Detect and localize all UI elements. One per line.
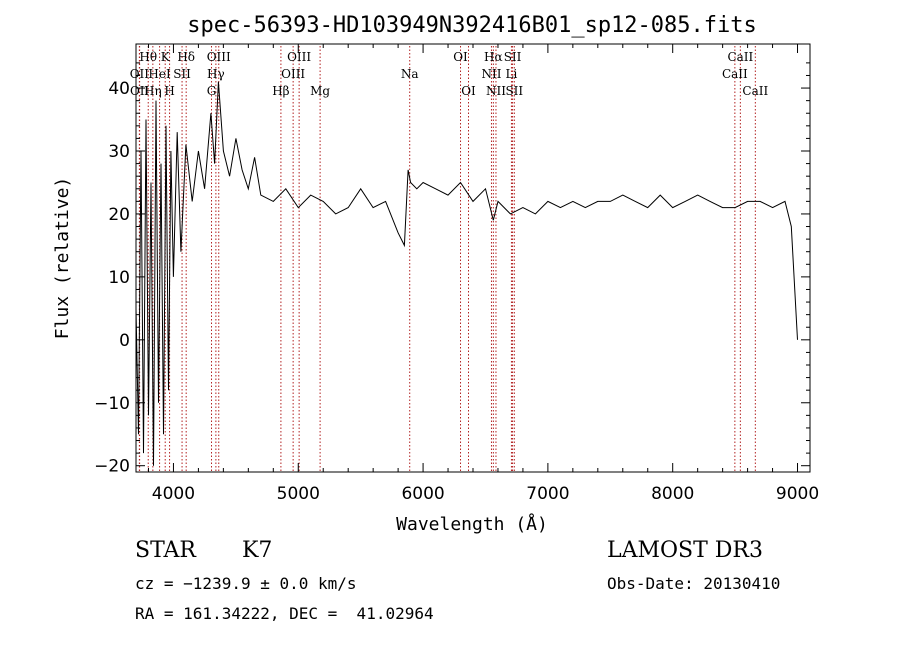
spectral-line-label: Mg <box>310 84 330 98</box>
y-axis-label: Flux (relative) <box>52 177 73 340</box>
spectral-line-label: Hβ <box>272 84 289 98</box>
spectral-line-label: CaII <box>742 84 768 98</box>
spectrum-line <box>135 81 798 466</box>
spectral-line-label: NII <box>486 84 506 98</box>
spectral-line-label: SII <box>173 67 191 81</box>
spectrum-series <box>135 81 798 466</box>
x-tick-label: 8000 <box>651 484 694 504</box>
object-class: STAR <box>135 538 196 563</box>
spectral-line-label: NII <box>481 67 501 81</box>
spectral-line-label: OII <box>130 67 150 81</box>
spectral-line-label: OIII <box>287 50 311 64</box>
axis-ticks: 4000 5000 6000 7000 8000 9000 −20 −10 0 10 20 30 40 <box>94 44 819 504</box>
spectral-line-markers <box>138 46 756 472</box>
y-tick-label: 20 <box>108 205 130 225</box>
y-tick-label: 40 <box>108 79 130 99</box>
spectral-line-label: Hα <box>484 50 503 64</box>
spectral-line-label: OI <box>453 50 468 64</box>
spectral-line-label: CaII <box>722 67 748 81</box>
spectral-line-label: SII <box>504 50 522 64</box>
x-tick-label: 9000 <box>776 484 819 504</box>
spectral-line-label: OI <box>461 84 476 98</box>
coordinates-readout: RA = 161.34222, DEC = 41.02964 <box>135 604 434 623</box>
redshift-readout: cz = −1239.9 ± 0.0 km/s <box>135 574 357 593</box>
y-tick-label: −10 <box>94 394 130 414</box>
spectral-line-label: OII <box>130 84 150 98</box>
x-tick-label: 5000 <box>277 484 320 504</box>
spectral-line-label: Na <box>401 67 419 81</box>
y-tick-label: 0 <box>119 331 130 351</box>
spectral-line-label: OIII <box>281 67 305 81</box>
x-tick-label: 4000 <box>152 484 195 504</box>
spectral-line-label: H <box>164 84 174 98</box>
spectral-line-label: CaII <box>727 50 753 64</box>
spectral-line-label: SII <box>505 84 523 98</box>
y-tick-label: 30 <box>108 142 130 162</box>
plot-frame <box>135 43 811 473</box>
survey-name: LAMOST DR3 <box>607 538 763 563</box>
x-tick-label: 7000 <box>526 484 569 504</box>
y-tick-label: 10 <box>108 268 130 288</box>
spectral-line-label: OIII <box>207 50 231 64</box>
x-axis-label: Wavelength (Å) <box>396 513 548 535</box>
spectral-line-label: Hθ <box>139 50 157 64</box>
x-tick-label: 6000 <box>401 484 444 504</box>
object-subclass: K7 <box>242 538 273 563</box>
spectral-line-label: Hγ <box>207 67 225 81</box>
spectral-line-label: Li <box>506 67 518 81</box>
spectral-line-label: Hδ <box>177 50 195 64</box>
spectral-line-label: G <box>207 84 217 98</box>
spectral-line-label: K <box>161 50 171 64</box>
spectral-line-label: Hη <box>144 84 162 98</box>
observation-date: Obs-Date: 20130410 <box>607 574 781 593</box>
chart-title: spec-56393-HD103949N392416B01_sp12-085.f… <box>187 13 757 38</box>
y-tick-label: −20 <box>94 457 130 477</box>
spectral-line-label: HeI <box>148 67 171 81</box>
